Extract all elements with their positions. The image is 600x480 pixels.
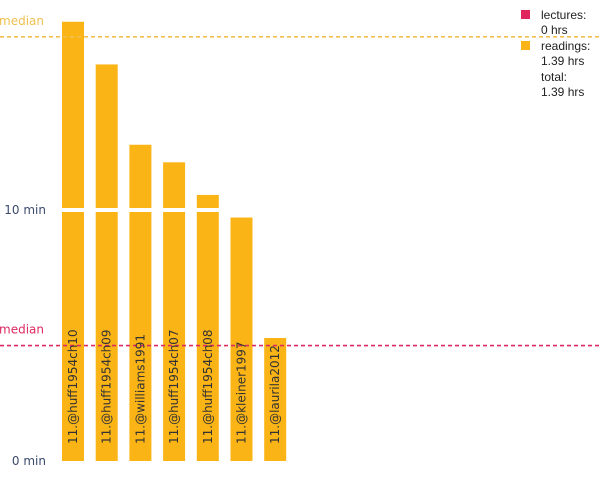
legend-name-0: lectures: bbox=[541, 8, 586, 22]
y-axis-ticks: 0 min 10 min bbox=[4, 203, 46, 468]
y-tick-label-1: 10 min bbox=[4, 203, 46, 217]
legend-name-2: total: bbox=[541, 70, 567, 84]
bar-label-3: 11.@huff1954ch07 bbox=[167, 329, 181, 444]
bar-label-1: 11.@huff1954ch09 bbox=[100, 329, 114, 444]
legend-name-1: readings: bbox=[541, 39, 590, 53]
bars bbox=[62, 21, 287, 462]
bar-0 bbox=[62, 21, 84, 461]
bar-label-6: 11.@laurila2012 bbox=[268, 345, 282, 444]
bar-labels: 11.@huff1954ch10 11.@huff1954ch09 11.@will… bbox=[66, 329, 282, 444]
bar-2 bbox=[129, 144, 152, 462]
median-label-0: median bbox=[0, 14, 44, 28]
bar-1 bbox=[95, 64, 118, 462]
bar-5 bbox=[230, 217, 253, 461]
axis-break-band bbox=[55, 208, 255, 212]
bar-label-5: 11.@kleiner1997 bbox=[235, 341, 249, 444]
bar-label-0: 11.@huff1954ch10 bbox=[66, 329, 80, 444]
median-label-1: median bbox=[0, 323, 44, 337]
bar-label-4: 11.@huff1954ch08 bbox=[201, 329, 215, 444]
legend-value-2: 1.39 hrs bbox=[541, 85, 584, 99]
y-tick-label-0: 0 min bbox=[12, 454, 46, 468]
bar-6 bbox=[264, 338, 287, 461]
legend-swatch-0 bbox=[521, 10, 530, 19]
bar-3 bbox=[163, 162, 186, 461]
bar-4 bbox=[196, 194, 219, 461]
legend-value-1: 1.39 hrs bbox=[541, 54, 584, 68]
axis-break bbox=[55, 208, 255, 212]
legend-swatch-1 bbox=[521, 41, 530, 50]
bar-label-2: 11.@williams1991 bbox=[133, 334, 147, 444]
median-lines: median median bbox=[0, 14, 600, 347]
legend-value-0: 0 hrs bbox=[541, 23, 568, 37]
